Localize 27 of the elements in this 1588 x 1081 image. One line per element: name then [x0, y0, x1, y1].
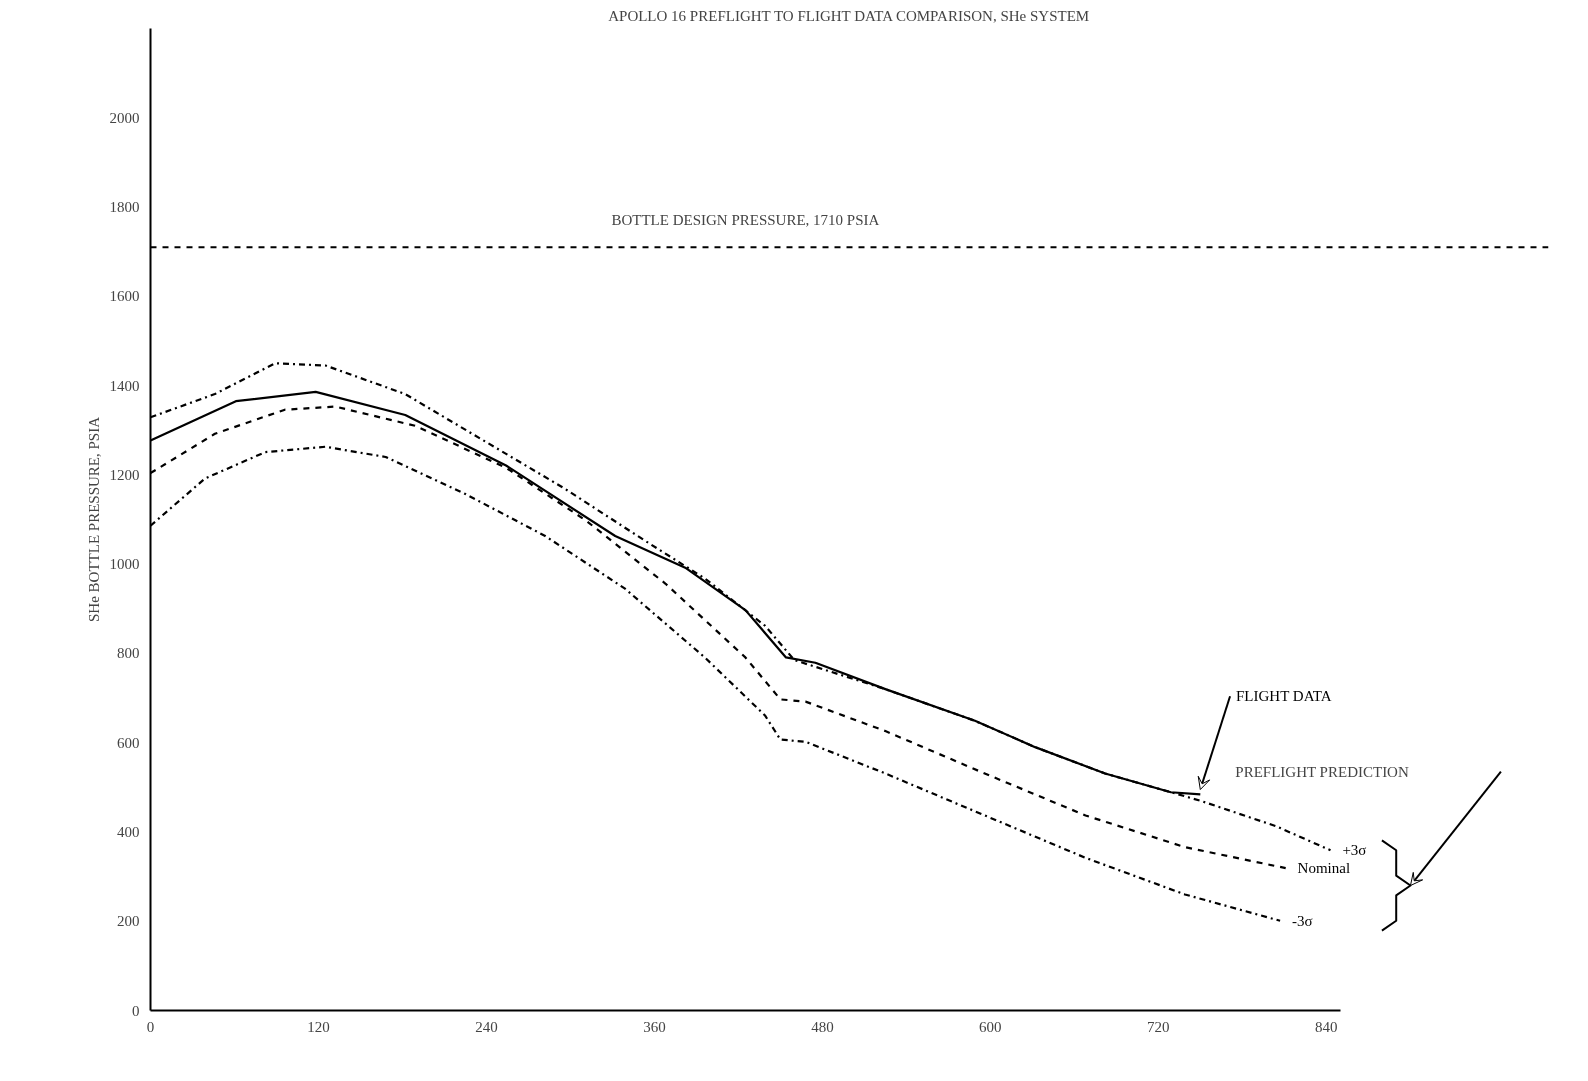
y-tick-label: 1400 — [109, 377, 140, 394]
x-tick-label: 600 — [979, 1018, 1002, 1035]
x-tick-label: 360 — [643, 1018, 666, 1035]
y-tick-label: 1600 — [109, 288, 140, 305]
series-label: Nominal — [1297, 860, 1351, 877]
y-axis-title: SHe BOTTLE PRESSURE, PSIA — [85, 416, 102, 623]
x-tick-label: 120 — [307, 1018, 330, 1035]
y-tick-label: 1800 — [109, 199, 140, 216]
y-tick-label: 2000 — [109, 109, 140, 126]
x-tick-label: 240 — [475, 1018, 498, 1035]
y-tick-label: 400 — [117, 823, 140, 840]
text: FLIGHT DATA — [1236, 688, 1332, 705]
x-tick-label: 720 — [1147, 1018, 1170, 1035]
y-tick-label: 800 — [117, 645, 140, 662]
y-tick-label: 600 — [117, 734, 140, 751]
y-tick-label: 1000 — [109, 556, 140, 573]
annotation: PREFLIGHT PREDICTION — [1235, 763, 1409, 780]
series-label: -3σ — [1292, 912, 1313, 929]
x-tick-label: 480 — [811, 1018, 834, 1035]
series-label: +3σ — [1342, 842, 1367, 859]
y-tick-label: 0 — [132, 1002, 140, 1019]
y-tick-label: 1200 — [109, 466, 140, 483]
x-tick-label: 840 — [1315, 1018, 1338, 1035]
ref-line-label: BOTTLE DESIGN PRESSURE, 1710 PSIA — [611, 211, 880, 228]
x-tick-label: 0 — [146, 1018, 155, 1035]
y-tick-label: 200 — [117, 913, 140, 930]
chart-title: APOLLO 16 PREFLIGHT TO FLIGHT DATA COMPARISON, SHe SYSTEM — [608, 7, 1090, 24]
